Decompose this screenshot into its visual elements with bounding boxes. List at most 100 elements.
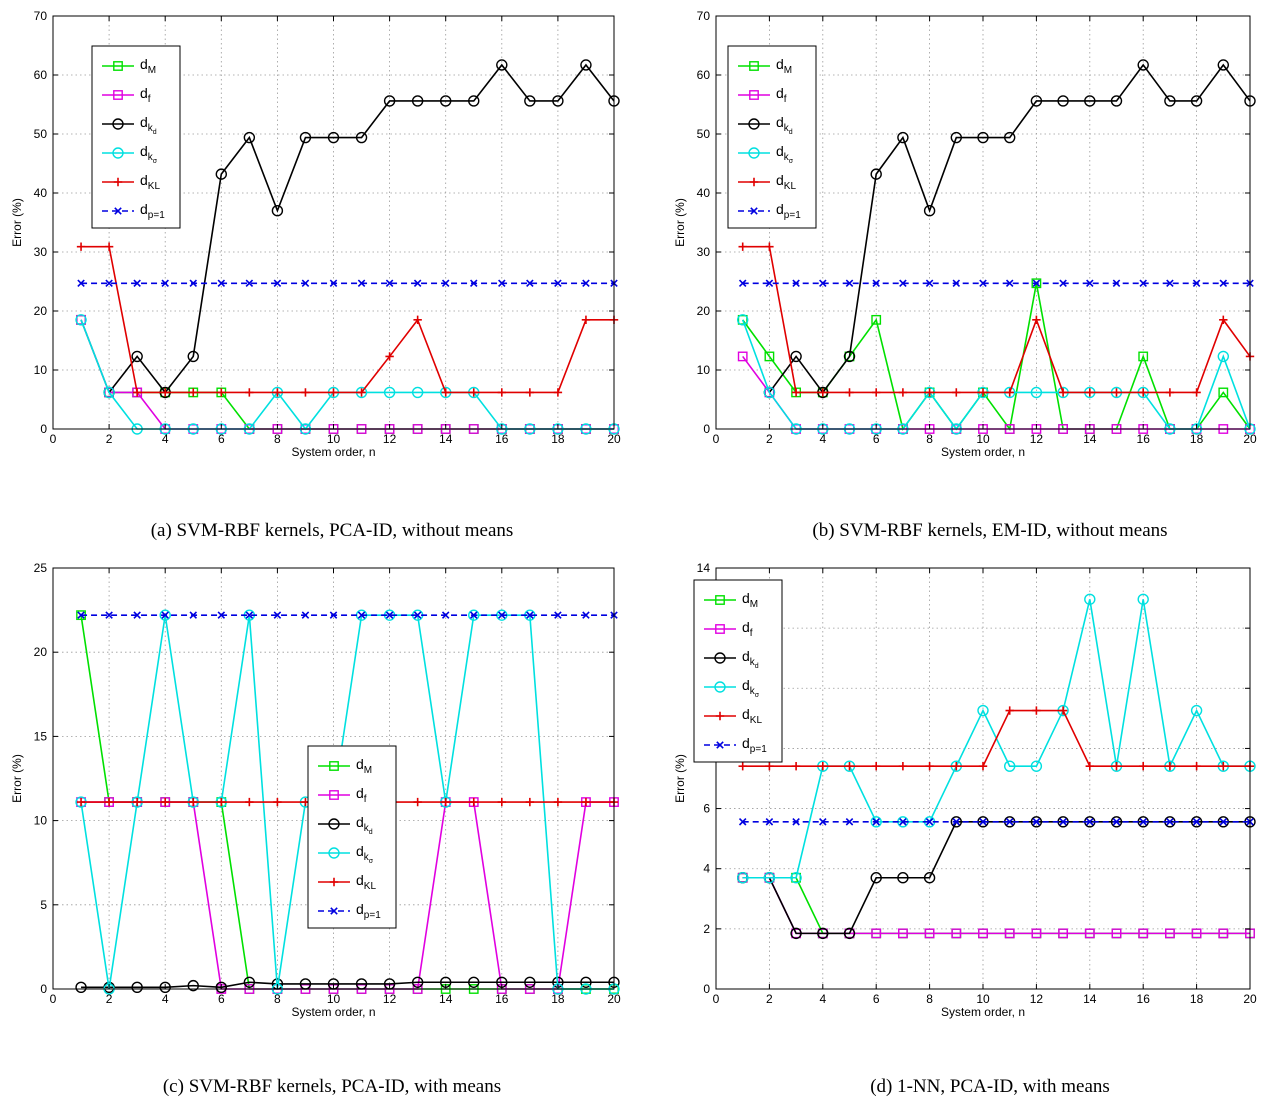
data-point <box>329 611 338 619</box>
legend-entry: df <box>102 85 151 105</box>
legend-label: dp=1 <box>356 901 381 921</box>
data-point <box>1032 818 1041 826</box>
series-line <box>768 63 1251 394</box>
y-axis-label: Error (%) <box>10 198 24 247</box>
x-tick-label: 6 <box>218 992 225 1006</box>
x-tick-label: 20 <box>1243 992 1257 1006</box>
data-point <box>790 350 802 363</box>
data-point <box>385 279 394 288</box>
data-point <box>872 388 881 397</box>
data-point <box>898 388 908 397</box>
x-tick-label: 0 <box>50 432 57 446</box>
data-point <box>357 611 366 619</box>
legend-entry: dM <box>102 56 156 76</box>
data-point <box>1165 388 1175 397</box>
legend: dM df dkd dkσ dKL dp=1 <box>727 45 817 229</box>
data-point <box>1190 704 1203 717</box>
data-point <box>159 981 171 994</box>
x-tick-label: 2 <box>106 432 113 446</box>
legend-label: df <box>356 785 367 805</box>
series-p1 <box>738 818 1254 826</box>
x-tick-label: 16 <box>1137 992 1151 1006</box>
series-KL <box>738 706 1255 771</box>
x-axis-label: System order, n <box>941 445 1025 459</box>
legend-entry: dM <box>318 756 372 776</box>
x-tick-label: 14 <box>1083 992 1097 1006</box>
data-point <box>819 279 827 288</box>
data-point <box>411 386 424 399</box>
data-point <box>496 59 508 71</box>
data-point <box>737 872 749 884</box>
data-point <box>76 314 86 325</box>
data-point <box>818 388 827 397</box>
data-point <box>1086 818 1094 826</box>
series-p1 <box>738 279 1254 288</box>
data-point <box>413 611 422 619</box>
x-tick-label: 2 <box>106 992 113 1006</box>
data-point <box>1057 95 1069 107</box>
legend-entry: df <box>318 785 367 805</box>
legend-label: dp=1 <box>742 735 767 755</box>
data-point <box>1085 761 1094 771</box>
data-point <box>792 279 800 288</box>
data-point <box>132 388 142 397</box>
series-line <box>108 63 615 394</box>
data-point <box>580 59 592 71</box>
y-tick-label: 10 <box>34 814 48 828</box>
y-axis-label: Error (%) <box>673 198 687 247</box>
data-point <box>1058 928 1069 939</box>
data-point <box>843 350 856 363</box>
data-point <box>765 279 774 288</box>
data-point <box>526 279 534 288</box>
legend-label: df <box>140 85 151 105</box>
data-point <box>1004 928 1015 939</box>
data-point <box>1005 818 1014 826</box>
x-tick-label: 4 <box>162 432 169 446</box>
data-point <box>1032 315 1041 325</box>
x-tick-label: 14 <box>439 432 453 446</box>
data-point <box>553 388 563 397</box>
data-point <box>215 168 228 180</box>
legend-label: dkd <box>140 114 157 136</box>
data-point <box>978 761 988 771</box>
data-point <box>1086 279 1094 288</box>
legend-box <box>91 45 181 229</box>
legend-marker <box>715 595 725 605</box>
data-point <box>161 388 170 397</box>
data-point <box>845 279 854 288</box>
y-tick-label: 30 <box>697 245 711 259</box>
data-point <box>1166 279 1174 288</box>
data-point <box>1030 95 1043 107</box>
x-tick-label: 14 <box>439 992 453 1006</box>
data-point <box>1005 279 1014 288</box>
data-point <box>978 928 988 939</box>
legend-label: dkσ <box>356 843 374 865</box>
data-point <box>1110 816 1123 828</box>
legend-marker <box>329 877 339 887</box>
y-tick-label: 40 <box>34 186 48 200</box>
data-point <box>1004 131 1016 144</box>
data-point <box>1005 388 1014 397</box>
data-point <box>187 350 199 363</box>
data-point <box>243 976 256 988</box>
data-point <box>357 388 366 397</box>
data-point <box>469 279 478 288</box>
plot-area <box>716 568 1250 989</box>
x-tick-label: 18 <box>1190 432 1204 446</box>
data-point <box>383 95 396 107</box>
legend-marker <box>113 177 123 187</box>
data-point <box>525 388 535 397</box>
data-point <box>581 797 591 807</box>
data-point <box>273 611 282 619</box>
data-point <box>1139 388 1148 397</box>
legend-entry: dKL <box>738 172 796 192</box>
data-point <box>845 818 854 826</box>
data-point <box>872 279 880 288</box>
data-point <box>441 388 450 397</box>
data-point <box>497 797 506 807</box>
data-point <box>554 611 562 619</box>
data-point <box>245 388 254 397</box>
data-point <box>898 761 908 771</box>
y-tick-label: 14 <box>697 561 711 575</box>
data-point <box>159 609 171 621</box>
